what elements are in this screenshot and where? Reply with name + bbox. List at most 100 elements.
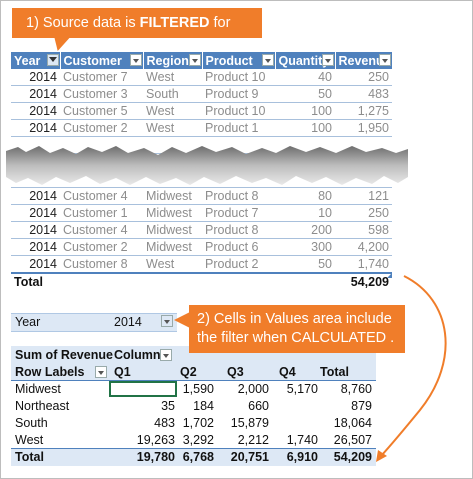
pivot-cell[interactable]: 879 [351, 399, 372, 413]
cell[interactable]: Customer 1 [60, 204, 143, 222]
pivot-cell[interactable]: 19,263 [136, 433, 175, 447]
pivot-total-cell[interactable]: 19,780 [136, 450, 175, 464]
cell[interactable]: Product 10 [202, 102, 275, 120]
cell[interactable]: Product 7 [202, 204, 275, 222]
pivot-cell[interactable]: 35 [161, 399, 175, 413]
pivot-cell[interactable]: 1,590 [182, 382, 214, 396]
cell[interactable]: 2014 [11, 204, 60, 222]
cell[interactable]: West [143, 119, 202, 137]
pivot-row-label[interactable]: Northeast [15, 399, 70, 413]
cell[interactable]: 4,200 [335, 238, 392, 256]
selected-cell[interactable] [109, 381, 177, 397]
cell[interactable]: 2014 [11, 69, 60, 86]
cell[interactable]: 80 [275, 187, 335, 205]
row-labels-dropdown-icon[interactable] [95, 366, 107, 378]
cell[interactable]: Midwest [143, 221, 202, 239]
table-resize-handle[interactable] [387, 273, 392, 278]
pivot-cell[interactable]: 8,760 [340, 382, 372, 396]
cell[interactable]: Product 10 [202, 69, 275, 86]
pivot-cell[interactable]: 26,507 [333, 433, 372, 447]
col-header-region: Region [143, 52, 203, 69]
column-labels-dropdown-icon[interactable] [160, 349, 172, 361]
cell[interactable]: 1,275 [335, 102, 392, 120]
pivot-cell[interactable]: 3,292 [182, 433, 214, 447]
cell[interactable]: Midwest [143, 187, 202, 205]
pivot-row-label[interactable]: West [15, 433, 44, 447]
cell[interactable]: 2014 [11, 102, 60, 120]
cell[interactable]: 50 [275, 85, 335, 103]
total-label[interactable]: Total [11, 272, 60, 290]
callout-calculated-line2: the filter when CALCULATED . [197, 330, 395, 346]
pivot-filter-value[interactable]: 2014 [114, 315, 142, 329]
cell[interactable]: Customer 5 [60, 102, 143, 120]
pivot-total-cell[interactable]: 20,751 [230, 450, 269, 464]
cell[interactable]: 2014 [11, 187, 60, 205]
cell[interactable]: 200 [275, 221, 335, 239]
table-row: 2014 Customer 1 Midwest Product 7 10 250 [11, 204, 392, 222]
pivot-cell[interactable]: 184 [193, 399, 214, 413]
pivot-cell[interactable]: 2,000 [237, 382, 269, 396]
table-row: 2014 Customer 4 Midwest Product 8 200 59… [11, 221, 392, 239]
cell[interactable]: Customer 2 [60, 238, 143, 256]
pivot-row-label[interactable]: South [15, 416, 48, 430]
cell[interactable]: Customer 2 [60, 119, 143, 137]
cell[interactable]: South [143, 85, 202, 103]
cell[interactable]: 100 [275, 102, 335, 120]
filter-dropdown-icon[interactable] [188, 54, 201, 66]
pivot-total-band [11, 448, 376, 466]
cell[interactable]: Customer 4 [60, 187, 143, 205]
cell[interactable]: 121 [335, 187, 392, 205]
cell[interactable]: Customer 4 [60, 221, 143, 239]
filter-active-icon[interactable] [46, 54, 59, 66]
cell[interactable]: Midwest [143, 238, 202, 256]
filter-dropdown-icon[interactable] [261, 54, 274, 66]
cell[interactable]: West [143, 102, 202, 120]
cell[interactable]: 1,950 [335, 119, 392, 137]
filter-dropdown-icon[interactable] [378, 54, 391, 66]
pivot-total-label[interactable]: Total [15, 450, 44, 464]
total-value[interactable]: 54,209 [335, 272, 392, 290]
pivot-cell[interactable]: 15,879 [230, 416, 269, 430]
cell[interactable]: 483 [335, 85, 392, 103]
cell[interactable]: 2014 [11, 85, 60, 103]
pivot-cell[interactable]: 5,170 [286, 382, 318, 396]
pivot-total-cell[interactable]: 54,209 [333, 450, 372, 464]
cell[interactable]: Product 9 [202, 85, 275, 103]
cell[interactable]: 300 [275, 238, 335, 256]
pivot-cell[interactable]: 2,212 [237, 433, 269, 447]
cell[interactable]: 100 [275, 119, 335, 137]
cell[interactable]: 250 [335, 69, 392, 86]
pivot-cell[interactable]: 660 [248, 399, 269, 413]
cell[interactable]: Product 8 [202, 221, 275, 239]
pivot-total-cell[interactable]: 6,768 [182, 450, 214, 464]
cell[interactable]: 10 [275, 204, 335, 222]
cell[interactable]: 250 [335, 204, 392, 222]
cell[interactable]: 2014 [11, 238, 60, 256]
pivot-total-cell[interactable]: 6,910 [286, 450, 318, 464]
cell[interactable]: Product 1 [202, 119, 275, 137]
cell[interactable]: 2014 [11, 119, 60, 137]
pivot-cell[interactable]: 1,702 [182, 416, 214, 430]
cell[interactable]: Customer 8 [60, 255, 143, 274]
callout-calculated-line1: 2) Cells in Values area include [197, 311, 392, 327]
pivot-cell[interactable]: 18,064 [333, 416, 372, 430]
pivot-cell[interactable]: 1,740 [286, 433, 318, 447]
cell[interactable]: West [143, 255, 202, 274]
cell[interactable]: 1,740 [335, 255, 392, 274]
filter-dropdown-icon[interactable] [129, 54, 142, 66]
cell[interactable]: Customer 7 [60, 69, 143, 86]
cell[interactable]: 598 [335, 221, 392, 239]
pivot-filter-dropdown-icon[interactable] [161, 315, 173, 327]
torn-paper-break [6, 146, 408, 185]
cell[interactable]: Product 6 [202, 238, 275, 256]
cell[interactable]: Product 8 [202, 187, 275, 205]
cell[interactable]: Customer 3 [60, 85, 143, 103]
cell[interactable]: Midwest [143, 204, 202, 222]
cell[interactable]: 2014 [11, 221, 60, 239]
pivot-row-label[interactable]: Midwest [15, 382, 61, 396]
cell[interactable]: West [143, 69, 202, 86]
pivot-cell[interactable]: 483 [154, 416, 175, 430]
filter-dropdown-icon[interactable] [321, 54, 334, 66]
cell[interactable]: 40 [275, 69, 335, 86]
pivot-values-label: Sum of Revenue [15, 348, 113, 362]
